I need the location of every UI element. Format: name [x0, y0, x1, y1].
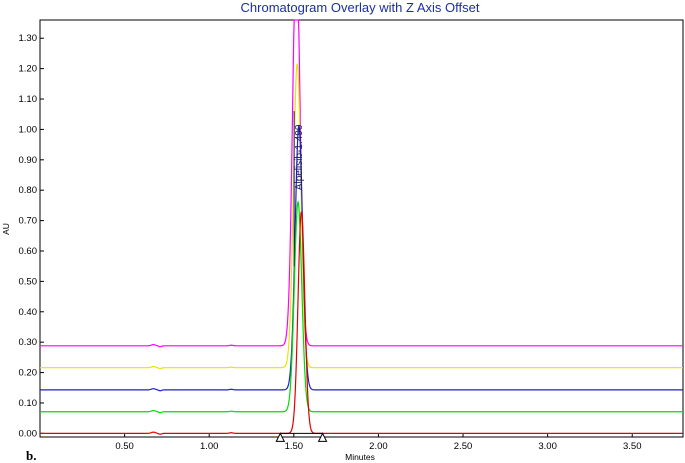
- y-tick-label: 1.10: [19, 94, 38, 105]
- y-tick-label: 0.90: [19, 155, 38, 166]
- x-tick-label: 0.50: [115, 441, 134, 452]
- y-tick-label: 1.20: [19, 64, 38, 75]
- series-line: [40, 200, 683, 414]
- y-tick-label: 0.50: [19, 276, 38, 287]
- annotations: Alpelisib-1.490: [275, 111, 328, 442]
- x-axis: 0.50 1.00 1.50 2.00 2.50 3.00 3.50: [115, 433, 641, 452]
- series-line: [40, 125, 683, 392]
- y-axis: 0.00 0.10 0.20 0.30 0.40 0.50 0.60 0.70 0.80 0.90…: [19, 33, 44, 439]
- series-group: [40, 19, 683, 435]
- integration-marker: [275, 432, 286, 442]
- x-tick-label: 1.50: [285, 441, 304, 452]
- series-line: [40, 19, 683, 348]
- x-tick-label: 1.00: [200, 441, 219, 452]
- x-axis-label: Minutes: [345, 452, 375, 462]
- y-tick-label: 0.00: [19, 428, 38, 439]
- y-tick-label: 1.00: [19, 124, 38, 135]
- y-axis-label: AU: [1, 223, 11, 235]
- y-tick-label: 0.70: [19, 216, 38, 227]
- chart-title: Chromatogram Overlay with Z Axis Offset: [241, 0, 480, 15]
- y-tick-label: 0.80: [19, 185, 38, 196]
- x-tick-label: 2.50: [454, 441, 473, 452]
- y-tick-label: 0.10: [19, 398, 38, 409]
- y-tick-label: 0.60: [19, 246, 38, 257]
- y-tick-label: 0.20: [19, 368, 38, 379]
- series-line: [40, 63, 683, 370]
- x-tick-label: 3.50: [623, 441, 642, 452]
- y-tick-label: 1.30: [19, 33, 38, 44]
- peak-label: Alpelisib-1.490: [294, 124, 305, 190]
- panel-label: b.: [26, 448, 36, 463]
- plot-area: [39, 19, 684, 438]
- x-tick-label: 2.00: [369, 441, 388, 452]
- x-tick-label: 3.00: [538, 441, 557, 452]
- series-line: [40, 211, 683, 435]
- y-tick-label: 0.40: [19, 307, 38, 318]
- integration-marker: [317, 432, 328, 442]
- y-tick-label: 0.30: [19, 337, 38, 348]
